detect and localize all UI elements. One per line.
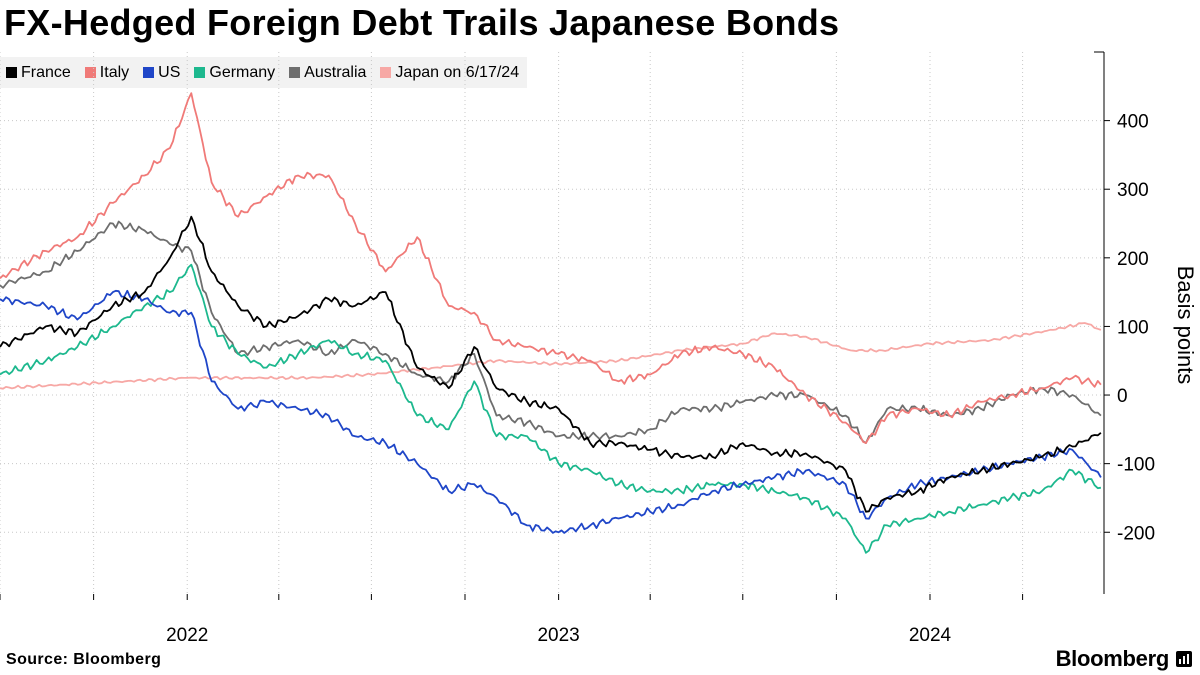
x-tick-label: 2022 [166,625,208,646]
legend-item: France [6,64,71,82]
y-tick-label: -200 [1117,523,1155,544]
y-tick-label: 100 [1117,317,1149,338]
legend-swatch [289,67,301,78]
chart-title: FX-Hedged Foreign Debt Trails Japanese B… [4,2,840,43]
x-tick-label: 2024 [909,625,952,646]
legend-label: Australia [304,63,367,81]
legend-item: Italy [84,63,130,82]
brand-name: Bloomberg [1055,646,1170,671]
y-tick-label: -100 [1117,455,1155,476]
y-axis: 400 300 200 100 0 -100 -200 [1094,51,1155,594]
y-axis-label: Basis points [1173,265,1198,385]
series-lines [0,92,1102,554]
legend-label: US [158,63,181,81]
y-tick-label: 0 [1117,386,1128,407]
legend-label: Germany [209,63,276,81]
y-tick-label: 400 [1117,112,1149,133]
grid-lines [0,52,1104,594]
brand-logo: Bloomberg [1056,646,1192,672]
legend-label: Japan on 6/17/24 [395,63,520,81]
legend-swatch [380,67,392,78]
series-line-japan [0,322,1102,390]
legend-label: France [21,63,71,81]
series-line-us [0,289,1102,534]
legend-item: Australia [289,64,366,82]
source-note: Source: Bloomberg [6,651,162,668]
bars-icon [1176,651,1192,667]
y-tick-label: 200 [1117,249,1149,270]
legend-item: Japan on 6/17/24 [380,64,519,82]
series-line-france [0,215,1102,513]
legend-item: Germany [194,64,275,82]
series-line-italy [0,92,1102,444]
x-axis: 2022 2023 2024 [0,594,1024,646]
series-line-germany [0,263,1102,554]
series-line-australia [0,220,1102,444]
legend-item: US [143,64,180,82]
legend: France Italy US Germany Australia Japan on 6/… [0,57,528,88]
legend-swatch [84,67,96,78]
x-tick-label: 2023 [537,625,579,646]
legend-swatch [6,67,17,78]
legend-swatch [143,67,155,78]
legend-label: Italy [99,63,130,81]
y-tick-label: 300 [1117,180,1149,201]
legend-swatch [194,67,206,78]
